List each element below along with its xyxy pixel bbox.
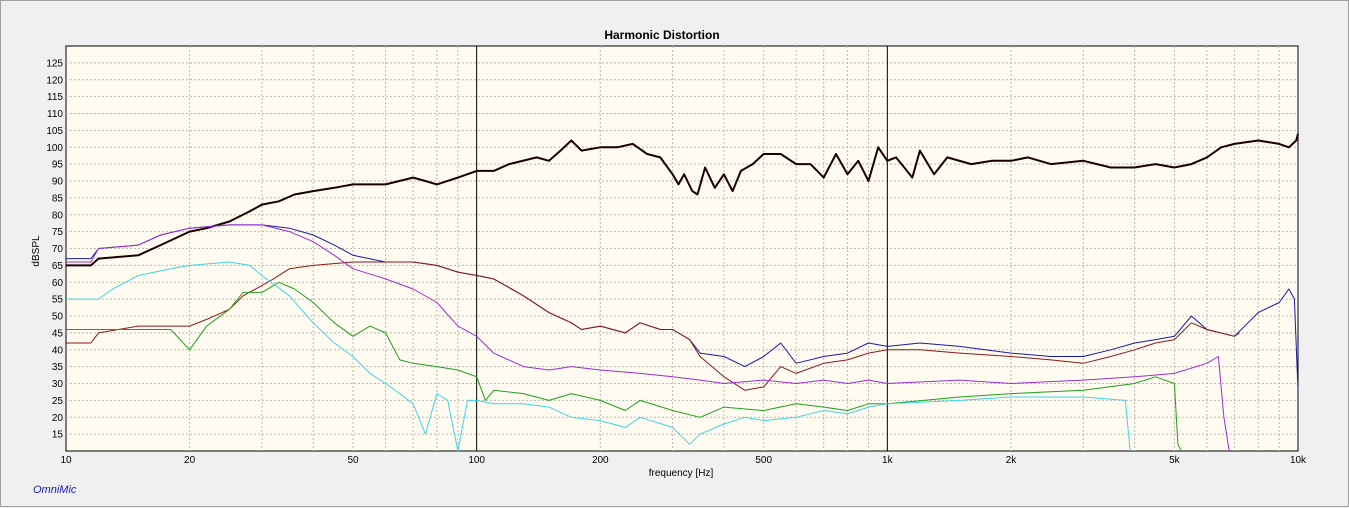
series-layer [66, 133, 1299, 452]
x-tick-label: 10 [60, 455, 72, 466]
grid [66, 46, 1298, 451]
y-tick-label: 75 [52, 227, 64, 238]
y-tick-label: 15 [52, 430, 64, 441]
series-line-6 [66, 261, 1131, 452]
y-tick-label: 85 [52, 193, 64, 204]
y-tick-label: 70 [52, 244, 64, 255]
tick-labels: 1520253035404550556065707580859095100105… [46, 58, 1307, 466]
x-tick-label: 1k [882, 455, 894, 466]
chart-title: Harmonic Distortion [604, 28, 719, 42]
y-tick-label: 55 [52, 295, 64, 306]
y-tick-label: 110 [47, 109, 63, 120]
y-tick-label: 50 [52, 312, 64, 323]
y-tick-label: 40 [52, 345, 64, 356]
x-axis-label: frequency [Hz] [649, 468, 714, 479]
y-tick-label: 25 [52, 396, 64, 407]
y-tick-label: 30 [52, 379, 64, 390]
y-tick-label: 100 [46, 143, 63, 154]
series-line-1 [66, 133, 1299, 267]
y-tick-label: 35 [52, 362, 64, 373]
x-tick-label: 200 [592, 455, 609, 466]
y-tick-label: 45 [52, 328, 64, 339]
y-tick-label: 90 [52, 177, 64, 188]
y-tick-label: 115 [47, 92, 63, 103]
x-tick-label: 500 [755, 455, 772, 466]
y-tick-label: 95 [52, 160, 64, 171]
x-tick-label: 10k [1290, 455, 1307, 466]
x-tick-label: 5k [1169, 455, 1181, 466]
y-tick-label: 60 [52, 278, 64, 289]
series-line-5 [66, 281, 1182, 452]
x-tick-label: 2k [1006, 455, 1018, 466]
y-tick-label: 125 [46, 58, 63, 69]
y-tick-label: 105 [46, 126, 63, 137]
series-line-4 [66, 224, 1230, 452]
y-tick-label: 80 [52, 210, 64, 221]
series-line-3 [66, 261, 1240, 391]
y-tick-label: 120 [46, 75, 63, 86]
y-axis-label: dBSPL [31, 235, 42, 267]
brand-label: OmniMic [33, 484, 77, 496]
x-tick-label: 20 [184, 455, 196, 466]
y-tick-label: 65 [52, 261, 64, 272]
x-tick-label: 100 [468, 455, 485, 466]
y-tick-label: 20 [52, 413, 64, 424]
x-tick-label: 50 [347, 455, 359, 466]
